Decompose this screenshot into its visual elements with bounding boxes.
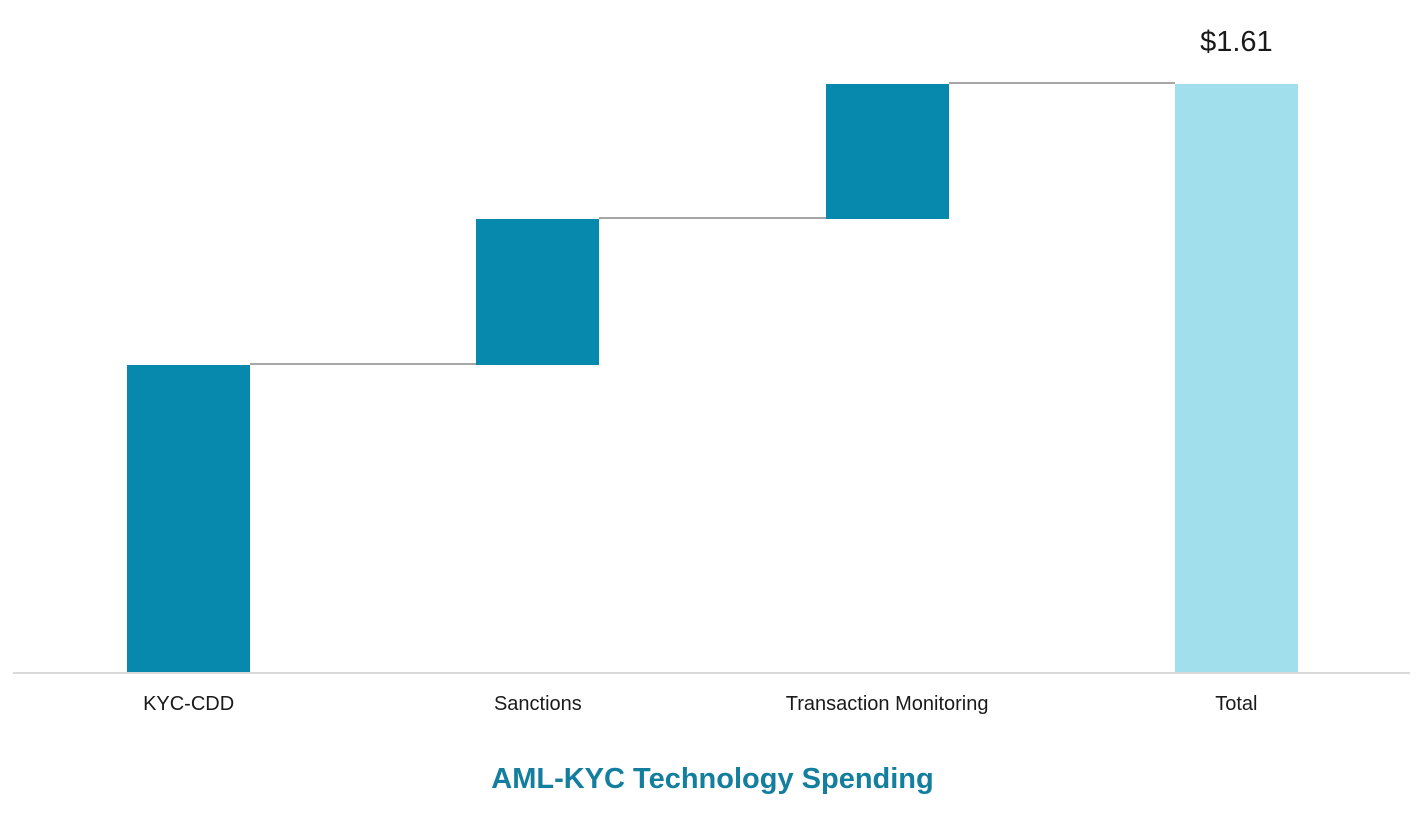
waterfall-bar-sanctions — [476, 219, 600, 366]
waterfall-bar-transaction-monitoring — [825, 84, 949, 220]
x-axis-label-kyc-cdd: KYC-CDD — [143, 693, 235, 715]
waterfall-bar-total — [1174, 84, 1298, 672]
connector-line — [599, 217, 826, 220]
waterfall-bar-kyc-cdd — [127, 365, 251, 672]
x-axis-line — [13, 672, 1410, 674]
x-axis-label-transaction-monitoring: Transaction Monitoring — [785, 693, 989, 715]
x-axis-label-total: Total — [1215, 693, 1258, 715]
chart-title: AML-KYC Technology Spending — [491, 763, 934, 795]
connector-line — [948, 82, 1175, 84]
x-axis-label-sanctions: Sanctions — [493, 693, 582, 715]
data-label-total: $1.61 — [1200, 26, 1273, 58]
connector-line — [250, 363, 477, 366]
